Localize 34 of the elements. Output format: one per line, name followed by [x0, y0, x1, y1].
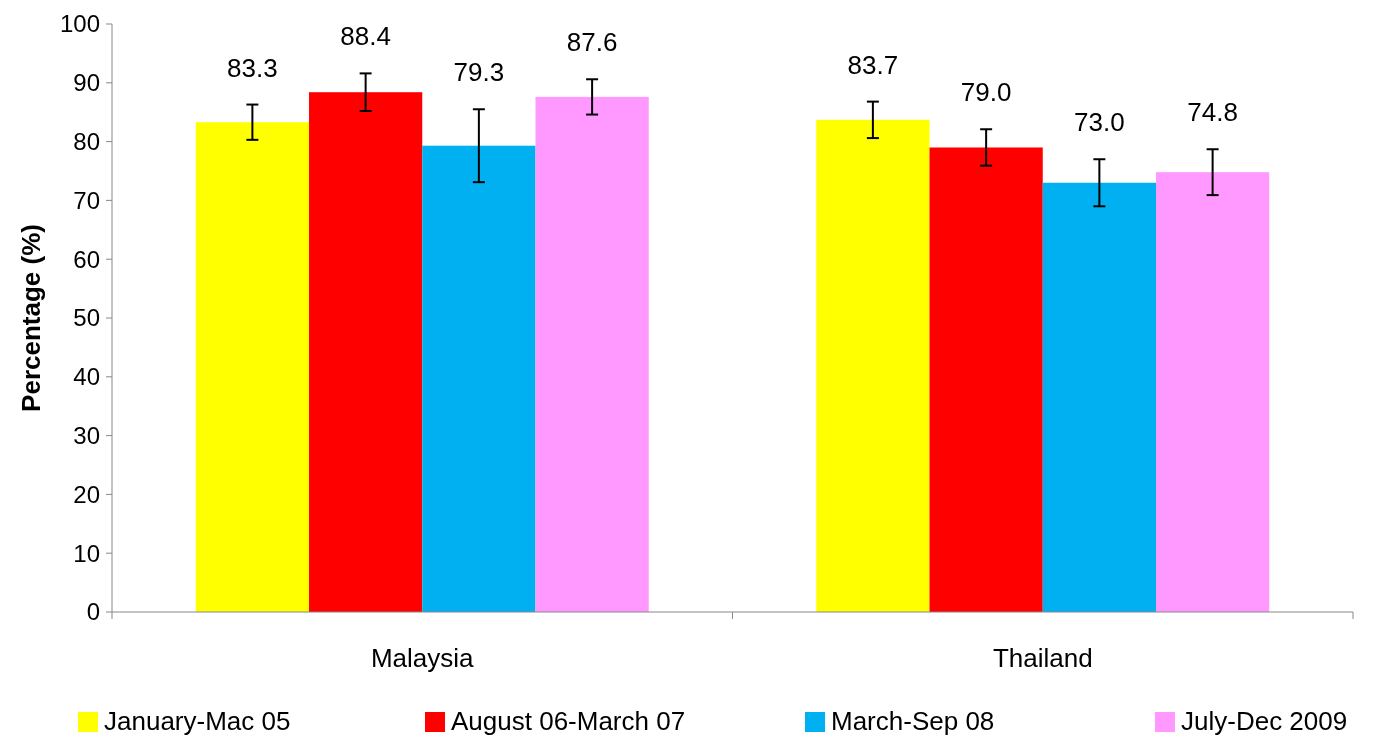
y-tick-label: 10	[73, 539, 100, 567]
y-tick-label: 90	[73, 69, 100, 97]
data-label: 83.3	[227, 52, 278, 83]
y-tick-label: 80	[73, 128, 100, 155]
y-tick-label: 20	[73, 480, 100, 508]
data-label: 79.0	[960, 77, 1012, 108]
y-tick-label: 0	[86, 598, 100, 626]
y-tick-label: 100	[59, 10, 100, 38]
data-label: 79.3	[453, 57, 505, 88]
bar	[816, 119, 930, 612]
y-tick-label: 50	[73, 304, 100, 332]
data-label: 87.6	[566, 27, 618, 58]
data-label: 88.4	[340, 21, 391, 52]
legend-label: July-Dec 2009	[1181, 706, 1348, 736]
legend-label: March-Sep 08	[831, 706, 995, 736]
data-label: 74.8	[1187, 97, 1238, 128]
y-tick-label: 30	[73, 422, 100, 449]
data-label: 73.0	[1074, 107, 1125, 138]
legend-label: August 06-March 07	[451, 706, 686, 736]
bar	[309, 92, 423, 612]
bar	[1155, 172, 1270, 612]
bar	[929, 147, 1043, 612]
bar	[422, 145, 536, 612]
y-tick-label: 60	[73, 245, 100, 273]
y-axis-title: Percentage (%)	[16, 224, 46, 412]
x-tick-label: Malaysia	[370, 643, 475, 673]
y-tick-label: 40	[73, 363, 100, 391]
x-tick-label: Thailand	[992, 643, 1093, 673]
data-label: 83.7	[847, 49, 899, 80]
bar	[1042, 182, 1156, 612]
legend-label: January-Mac 05	[104, 706, 291, 736]
bar	[195, 122, 310, 612]
y-tick-label: 70	[73, 186, 100, 214]
bar	[535, 96, 649, 612]
